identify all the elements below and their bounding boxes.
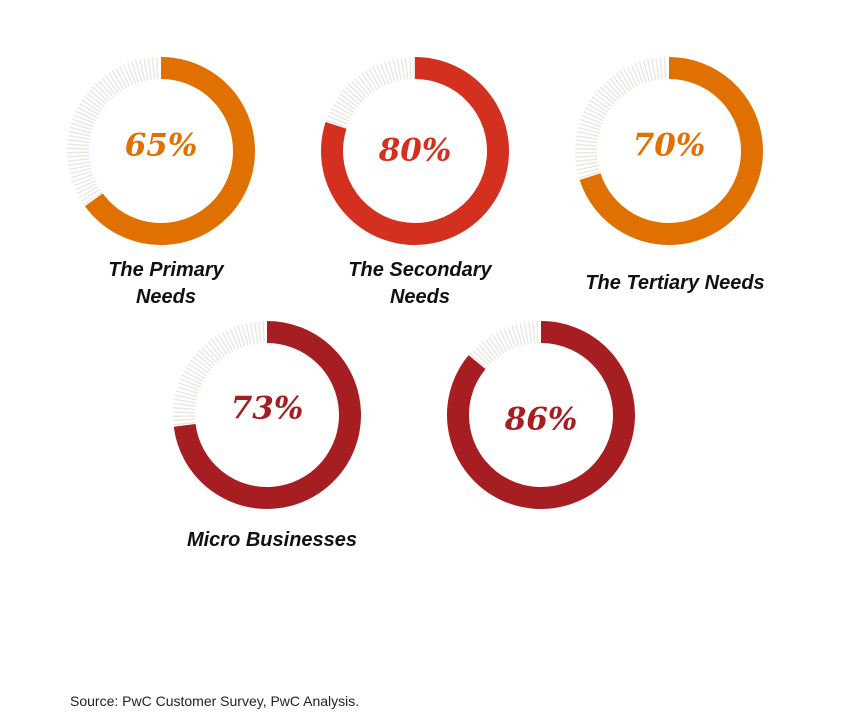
gauge-1: 65% The Primary Needs: [66, 57, 255, 308]
gauge-percent-label: 80%: [378, 133, 452, 169]
gauge-remainder: [66, 57, 159, 206]
gauge-caption: The Tertiary Needs: [585, 272, 764, 294]
gauge-percent-label: 73%: [231, 391, 304, 427]
gauge-remainder-ticks: [575, 57, 667, 179]
gauge-caption: Needs: [390, 286, 450, 308]
gauge-percent-label: 70%: [633, 128, 706, 164]
gauge-remainder-ticks: [173, 321, 265, 426]
gauge-remainder-ticks: [325, 57, 415, 128]
gauge-caption: Needs: [136, 286, 196, 308]
gauge-value-arc: [173, 321, 361, 509]
gauge-caption: Micro Businesses: [187, 529, 357, 551]
gauge-value-arc: [84, 57, 255, 245]
gauge-remainder-ticks: [66, 57, 159, 206]
gauge-caption: The Secondary: [348, 259, 492, 281]
gauge-3: 70% The Tertiary Needs: [575, 57, 765, 294]
gauge-remainder: [173, 321, 265, 426]
gauge-remainder: [575, 57, 667, 179]
gauge-remainder: [325, 57, 415, 128]
gauge-percent-label: 65%: [125, 128, 198, 164]
gauges-layer: 65% The Primary Needs 80% The Secondary Needs…: [66, 57, 765, 551]
gauge-5: 86%: [447, 321, 635, 509]
gauge-2: 80% The Secondary Needs: [321, 57, 509, 308]
gauge-remainder-ticks: [469, 321, 539, 369]
gauge-4: 73% Micro Businesses: [173, 321, 361, 551]
source-note: Source: PwC Customer Survey, PwC Analysi…: [70, 693, 360, 709]
gauge-value-arc: [447, 321, 635, 509]
gauge-percent-label: 86%: [504, 402, 578, 438]
gauge-value-arc: [579, 57, 763, 245]
gauge-caption: The Primary: [108, 259, 224, 281]
gauge-remainder: [469, 321, 539, 369]
gauge-value-arc: [321, 57, 509, 245]
